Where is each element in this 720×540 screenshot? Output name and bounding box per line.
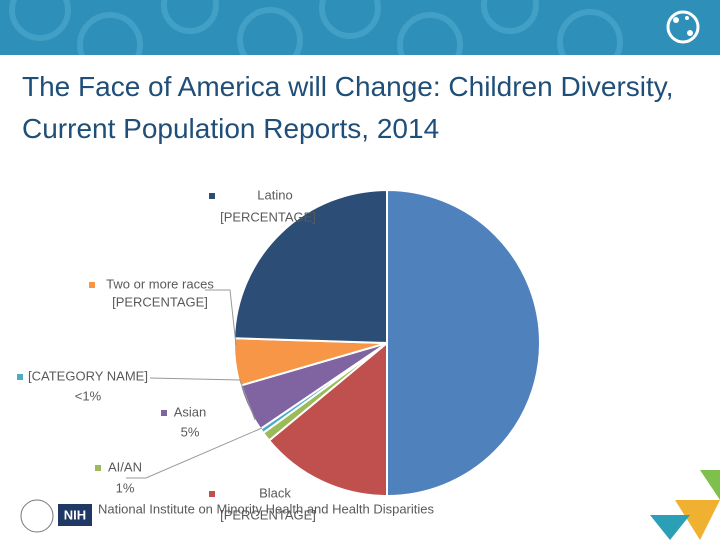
slice-label: [CATEGORY NAME]	[28, 368, 148, 383]
slice-label: AI/AN	[108, 459, 142, 474]
value-label: 5%	[181, 424, 200, 439]
value-label: [PERCENTAGE]	[220, 507, 316, 522]
pie-slice	[267, 340, 388, 498]
legend-marker	[95, 465, 101, 471]
pie-slice	[386, 188, 541, 498]
corner-decoration	[650, 470, 720, 540]
value-label: [PERCENTAGE]	[220, 209, 316, 224]
leader-line	[205, 289, 237, 346]
leader-line	[126, 427, 263, 479]
organization: National Institute on Minority Health an…	[98, 501, 435, 516]
legend-marker	[17, 374, 23, 380]
logo-text: NIH	[64, 507, 86, 522]
header-banner	[0, 0, 720, 55]
legend-marker	[161, 410, 167, 416]
slice-label: Latino	[257, 187, 292, 202]
legend-marker	[89, 282, 95, 288]
slice-label: Two or more races	[106, 276, 214, 291]
legend-marker	[209, 193, 215, 199]
pie-slice	[233, 188, 388, 345]
value-label: 1%	[116, 480, 135, 495]
slice-label: Black	[259, 485, 291, 500]
footer-logo: NIH National Institute on Minority Healt…	[20, 499, 435, 533]
legend-marker	[209, 491, 215, 497]
value-label: <1%	[75, 388, 102, 403]
slice-label: Asian	[174, 404, 207, 419]
slide-title: The Face of America will Change: Childre…	[22, 71, 674, 144]
leader-line	[149, 377, 256, 421]
value-label: [PERCENTAGE]	[112, 294, 208, 309]
